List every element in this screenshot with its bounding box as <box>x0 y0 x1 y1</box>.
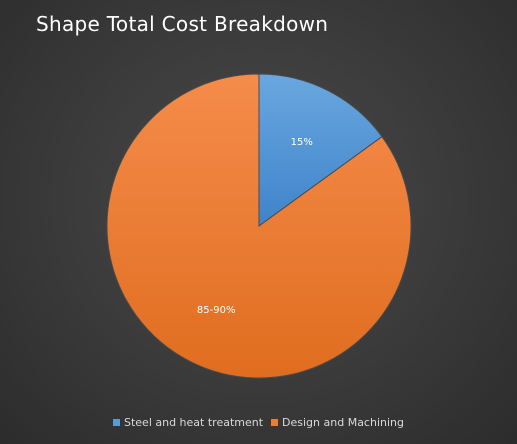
pie-slices <box>107 74 411 378</box>
chart-legend: Steel and heat treatment Design and Mach… <box>0 416 517 429</box>
legend-label-design: Design and Machining <box>282 416 404 429</box>
legend-item-steel: Steel and heat treatment <box>113 416 263 429</box>
legend-item-design: Design and Machining <box>271 416 404 429</box>
data-label-design: 85-90% <box>197 305 236 316</box>
legend-swatch-steel <box>113 419 120 426</box>
data-label-steel: 15% <box>291 137 313 148</box>
legend-label-steel: Steel and heat treatment <box>124 416 263 429</box>
legend-swatch-design <box>271 419 278 426</box>
